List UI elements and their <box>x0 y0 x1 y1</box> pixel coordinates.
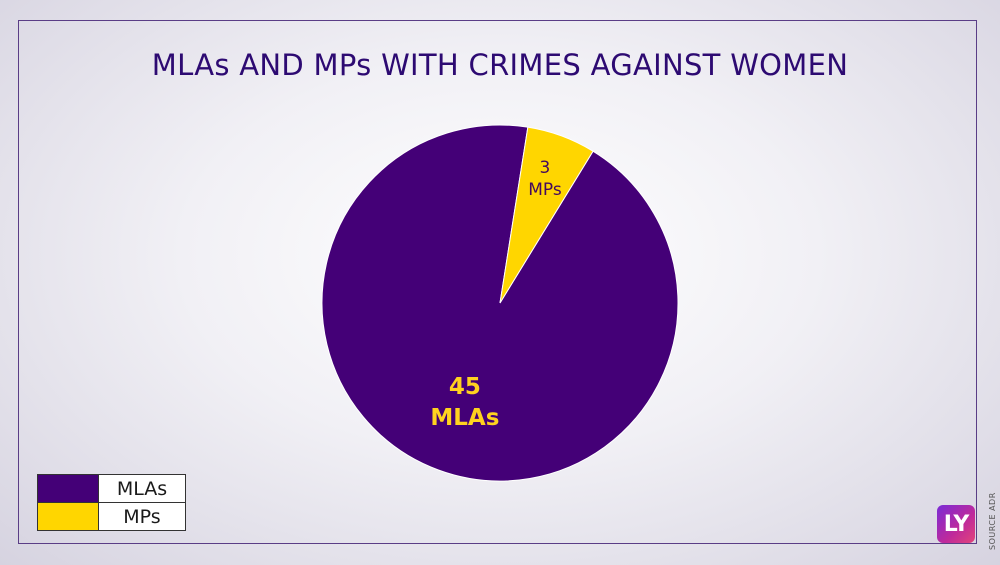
legend: MLAs MPs <box>37 474 186 531</box>
legend-item-mps: MPs <box>38 502 185 530</box>
legend-label-mps: MPs <box>123 505 161 528</box>
legend-swatch-mlas <box>38 475 99 502</box>
slice-label-mlas-unit: MLAs <box>430 405 499 431</box>
chart-frame <box>18 20 977 544</box>
legend-swatch-mps <box>38 503 99 530</box>
slice-label-mps-value: 3 <box>540 158 551 178</box>
slice-label-mlas-value: 45 <box>449 374 481 400</box>
legend-label-mlas: MLAs <box>116 477 168 500</box>
latestly-logo: LY <box>937 505 975 543</box>
source-note: SOURCE ADR <box>988 492 997 550</box>
pie-slice-mps <box>499 126 594 304</box>
legend-item-mlas: MLAs <box>38 475 185 502</box>
slice-label-mps-unit: MPs <box>528 180 562 200</box>
chart-title: MLAs AND MPs WITH CRIMES AGAINST WOMEN <box>151 48 849 82</box>
